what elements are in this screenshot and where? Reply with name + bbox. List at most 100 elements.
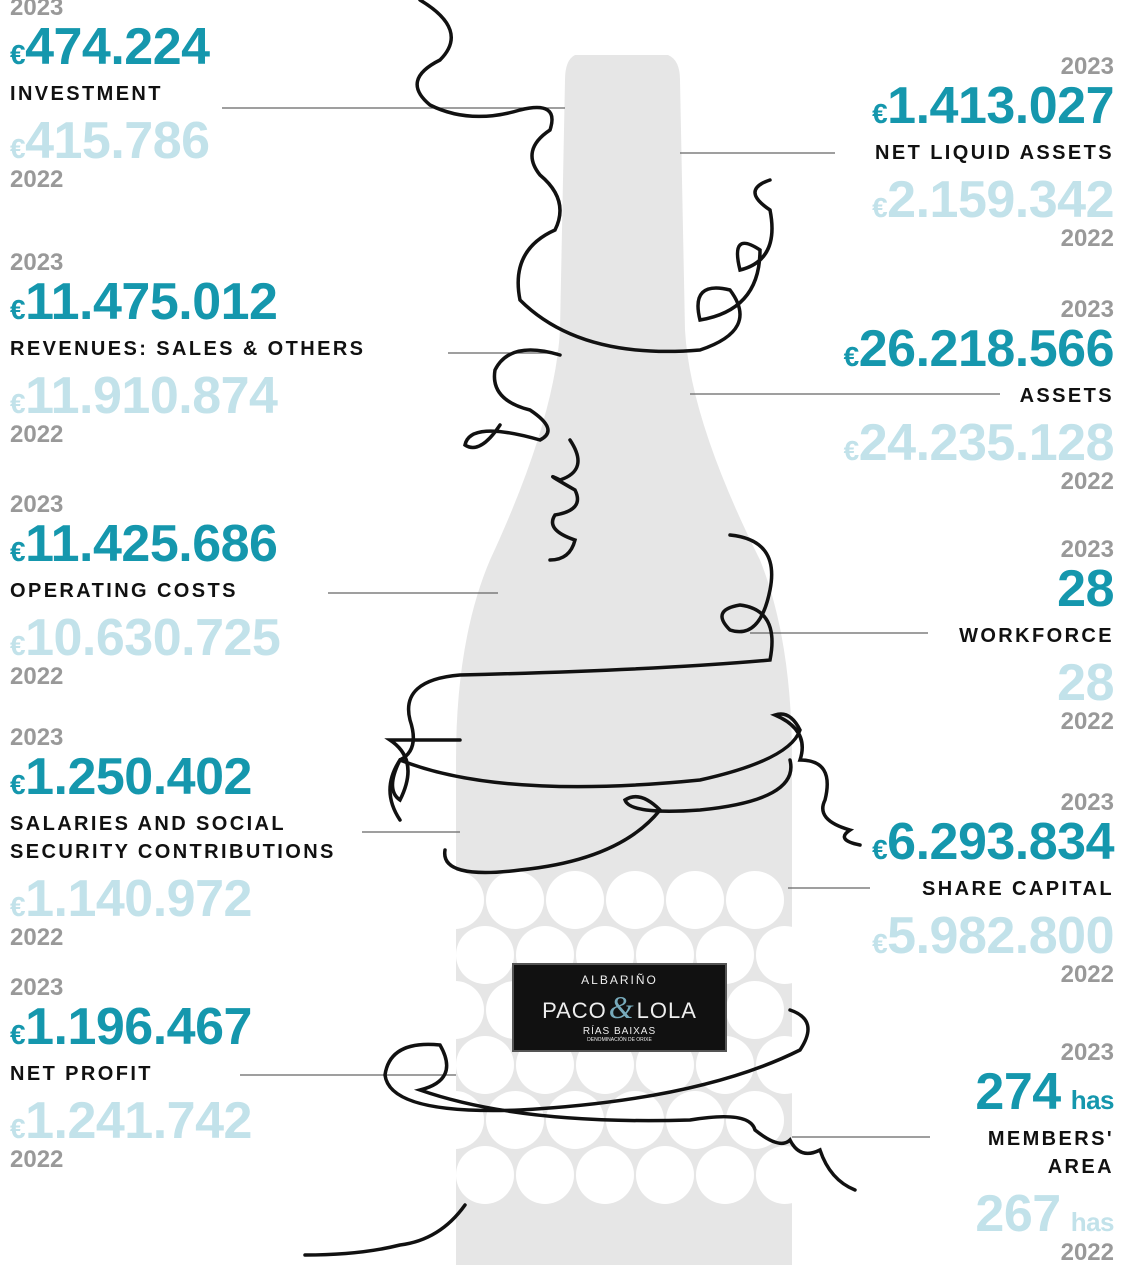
- currency: €: [872, 192, 887, 223]
- value-previous: €2.159.342: [872, 175, 1114, 225]
- currency: €: [844, 341, 859, 372]
- amount: 274: [975, 1063, 1060, 1121]
- currency: €: [10, 388, 25, 419]
- currency: €: [872, 834, 887, 865]
- label-appellation: DENOMINACIÓN DE ORIXE: [514, 1037, 725, 1043]
- figure-block: 2023€1.413.027NET LIQUID ASSETS€2.159.34…: [872, 53, 1114, 253]
- label-line: INVESTMENT: [10, 80, 210, 108]
- currency: €: [10, 769, 25, 800]
- figure-label: OPERATING COSTS: [10, 569, 280, 613]
- year-previous: 2022: [10, 1146, 252, 1174]
- currency: €: [872, 98, 887, 129]
- value-current: €26.218.566: [844, 324, 1114, 374]
- dot: [726, 981, 784, 1039]
- figure-block: 2023€6.293.834SHARE CAPITAL€5.982.800202…: [872, 789, 1114, 989]
- label-line: SALARIES AND SOCIAL: [10, 810, 336, 838]
- amount: 28: [1057, 654, 1114, 712]
- amount: 1.196.467: [25, 998, 252, 1056]
- infographic: ALBARIÑO PACO&LOLA RÍAS BAIXAS DENOMINAC…: [0, 0, 1124, 1265]
- value-previous: €10.630.725: [10, 613, 280, 663]
- dot: [606, 871, 664, 929]
- value-current: €11.425.686: [10, 519, 280, 569]
- label-line: SECURITY CONTRIBUTIONS: [10, 838, 336, 866]
- dot: [636, 1146, 694, 1204]
- figure-label: WORKFORCE: [959, 614, 1114, 658]
- figure-block: 2023€474.224INVESTMENT€415.7862022: [10, 0, 210, 194]
- dot: [756, 926, 814, 984]
- currency: €: [10, 891, 25, 922]
- year-previous: 2022: [10, 663, 280, 691]
- value-current: €1.413.027: [872, 81, 1114, 131]
- label-line: ASSETS: [844, 382, 1114, 410]
- label-line: OPERATING COSTS: [10, 577, 280, 605]
- brand-left: PACO: [542, 998, 607, 1023]
- label-line: REVENUES: SALES & OTHERS: [10, 335, 365, 363]
- dot: [426, 871, 484, 929]
- currency: €: [844, 435, 859, 466]
- year-previous: 2022: [959, 708, 1114, 736]
- amount: 2.159.342: [887, 171, 1114, 229]
- value-previous: €5.982.800: [872, 911, 1114, 961]
- dot: [696, 1146, 754, 1204]
- label-line: MEMBERS': [975, 1125, 1114, 1153]
- figure-label: ASSETS: [844, 374, 1114, 418]
- label-line: NET LIQUID ASSETS: [872, 139, 1114, 167]
- amount: 1.241.742: [25, 1092, 252, 1150]
- figure-label: REVENUES: SALES & OTHERS: [10, 327, 365, 371]
- figure-block: 2023€1.196.467NET PROFIT€1.241.7422022: [10, 974, 252, 1174]
- year-previous: 2022: [844, 468, 1114, 496]
- currency: €: [10, 630, 25, 661]
- label-region: RÍAS BAIXAS: [514, 1026, 725, 1037]
- dot: [486, 1091, 544, 1149]
- dot: [726, 1091, 784, 1149]
- value-previous: €415.786: [10, 116, 210, 166]
- value-current: 28: [959, 564, 1114, 614]
- amount: 474.224: [25, 18, 209, 76]
- figure-block: 2023€26.218.566ASSETS€24.235.1282022: [844, 296, 1114, 496]
- dot: [546, 871, 604, 929]
- amount: 10.630.725: [25, 609, 280, 667]
- year-previous: 2022: [10, 166, 210, 194]
- label-line: AREA: [975, 1153, 1114, 1181]
- amount: 26.218.566: [859, 320, 1114, 378]
- unit: has: [1071, 1085, 1114, 1115]
- currency: €: [872, 928, 887, 959]
- amount: 24.235.128: [859, 414, 1114, 472]
- dot: [486, 871, 544, 929]
- year-previous: 2022: [872, 225, 1114, 253]
- value-previous: €1.140.972: [10, 874, 336, 924]
- figure-block: 2023€11.475.012REVENUES: SALES & OTHERS€…: [10, 249, 365, 449]
- value-previous: €24.235.128: [844, 418, 1114, 468]
- bottle-label: ALBARIÑO PACO&LOLA RÍAS BAIXAS DENOMINAC…: [512, 963, 727, 1052]
- dot: [726, 871, 784, 929]
- figure-label: MEMBERS'AREA: [975, 1117, 1114, 1189]
- dot: [666, 871, 724, 929]
- year-previous: 2022: [10, 924, 336, 952]
- year-previous: 2022: [975, 1239, 1114, 1267]
- currency: €: [10, 133, 25, 164]
- value-previous: 28: [959, 658, 1114, 708]
- currency: €: [10, 39, 25, 70]
- amount: 267: [975, 1185, 1060, 1243]
- currency: €: [10, 536, 25, 567]
- label-line: NET PROFIT: [10, 1060, 252, 1088]
- dot: [576, 1146, 634, 1204]
- currency: €: [10, 294, 25, 325]
- label-top: ALBARIÑO: [514, 973, 725, 987]
- value-previous: €1.241.742: [10, 1096, 252, 1146]
- value-previous: €11.910.874: [10, 371, 365, 421]
- value-current: €1.196.467: [10, 1002, 252, 1052]
- amount: 1.413.027: [887, 77, 1114, 135]
- label-line: SHARE CAPITAL: [872, 875, 1114, 903]
- amount: 1.140.972: [25, 870, 252, 928]
- dot: [456, 1036, 514, 1094]
- year-previous: 2022: [872, 961, 1114, 989]
- dot: [426, 981, 484, 1039]
- year-previous: 2022: [10, 421, 365, 449]
- value-current: €6.293.834: [872, 817, 1114, 867]
- unit: has: [1071, 1207, 1114, 1237]
